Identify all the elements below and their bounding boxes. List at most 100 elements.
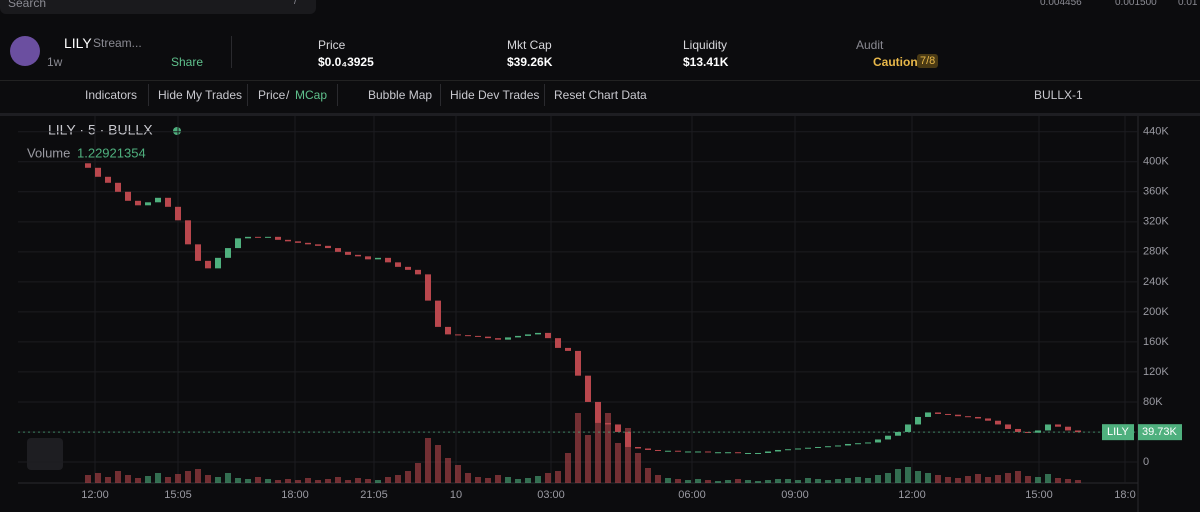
volume-bar	[395, 475, 401, 483]
volume-bar	[195, 469, 201, 483]
candle	[795, 448, 801, 450]
volume-bar	[505, 477, 511, 483]
search-box[interactable]: Search /	[0, 0, 316, 14]
volume-bar	[385, 477, 391, 483]
volume-bar	[105, 477, 111, 483]
volume-bar	[605, 413, 611, 483]
candle	[835, 445, 841, 447]
volume-bar	[585, 435, 591, 483]
divider	[148, 84, 149, 106]
volume-bar	[985, 477, 991, 483]
toolbar-button[interactable]: Price	[258, 88, 286, 102]
audit-status: Caution	[873, 55, 918, 69]
candle	[735, 452, 741, 454]
volume-bar	[995, 475, 1001, 483]
candle	[345, 251, 351, 255]
candle	[1045, 424, 1051, 431]
toolbar-button[interactable]: Reset Chart Data	[554, 88, 647, 102]
volume-bar	[125, 475, 131, 483]
y-tick-label: 440K	[1143, 126, 1169, 138]
volume-bar	[1045, 474, 1051, 483]
candle	[95, 167, 101, 177]
share-button[interactable]: Share	[171, 55, 204, 69]
volume-bar	[245, 479, 251, 483]
ticker: 0.01	[1178, 0, 1198, 8]
candle	[595, 401, 601, 423]
x-tick-label: 15:05	[164, 489, 192, 501]
candle	[405, 266, 411, 270]
toolbar-button[interactable]: Indicators	[85, 88, 138, 102]
candle	[825, 446, 831, 448]
candle	[325, 245, 331, 249]
audit-score: 7/8	[917, 54, 939, 68]
price-tag	[1138, 424, 1182, 441]
candle	[155, 197, 161, 203]
candle	[275, 236, 281, 240]
volume-bar	[445, 458, 451, 483]
chart-title: LILY · 5 · BULLX	[48, 122, 153, 138]
candle	[655, 449, 661, 451]
candle	[815, 446, 821, 448]
divider	[0, 80, 1200, 81]
y-tick-label: 280K	[1143, 246, 1169, 258]
volume-bar	[595, 423, 601, 483]
y-tick-label: 240K	[1143, 276, 1169, 288]
candle	[625, 431, 631, 447]
candle	[805, 447, 811, 449]
candle	[1005, 424, 1011, 429]
x-tick-label: 18:00	[281, 489, 309, 501]
x-tick-label: 12:00	[81, 489, 109, 501]
candle	[875, 439, 881, 443]
volume-bar	[895, 469, 901, 483]
audit-label[interactable]: Audit	[856, 38, 884, 52]
candle	[575, 350, 581, 376]
source-select[interactable]: BULLX-1	[1034, 88, 1083, 102]
volume-bar	[935, 475, 941, 483]
stat-value: $0.0₄3925	[318, 55, 374, 69]
volume-bar	[1075, 480, 1081, 483]
volume-bar	[885, 473, 891, 483]
divider	[247, 84, 248, 106]
volume-bar	[315, 480, 321, 483]
toolbar-button[interactable]: Hide My Trades	[158, 88, 243, 102]
candle	[1015, 428, 1021, 432]
volume-bar	[185, 471, 191, 483]
volume-bar	[645, 468, 651, 483]
volume-bar	[95, 473, 101, 483]
volume-bar	[625, 428, 631, 483]
volume-bar	[225, 473, 231, 483]
y-tick-label: 120K	[1143, 366, 1169, 378]
candle	[565, 347, 571, 351]
volume-bar	[905, 467, 911, 483]
stat-label: Mkt Cap	[507, 38, 552, 52]
x-tick-label: 15:00	[1025, 489, 1053, 501]
volume-bar	[855, 477, 861, 483]
candle	[135, 200, 141, 206]
candle	[995, 420, 1001, 425]
volume-bar	[1055, 478, 1061, 483]
candle	[1035, 430, 1041, 433]
candle	[495, 338, 501, 340]
divider	[231, 36, 232, 68]
candle	[525, 334, 531, 336]
candle	[445, 326, 451, 335]
volume-bar	[655, 475, 661, 483]
candle	[185, 220, 191, 245]
toolbar-button[interactable]: MCap	[295, 88, 328, 102]
volume-bar	[1015, 471, 1021, 483]
candle	[205, 260, 211, 269]
toolbar-button[interactable]: Hide Dev Trades	[450, 88, 540, 102]
token-name: Stream...	[93, 36, 142, 50]
toolbar-button[interactable]: Bubble Map	[368, 88, 433, 102]
volume-bar	[735, 479, 741, 483]
candle	[225, 248, 231, 258]
volume-bar	[825, 480, 831, 483]
candle	[645, 448, 651, 450]
volume-bar	[695, 479, 701, 483]
volume-bar	[875, 475, 881, 483]
ticker: 0.004456	[1040, 0, 1082, 8]
volume-bar	[675, 479, 681, 483]
y-tick-label: 320K	[1143, 216, 1169, 228]
candle	[745, 452, 751, 454]
